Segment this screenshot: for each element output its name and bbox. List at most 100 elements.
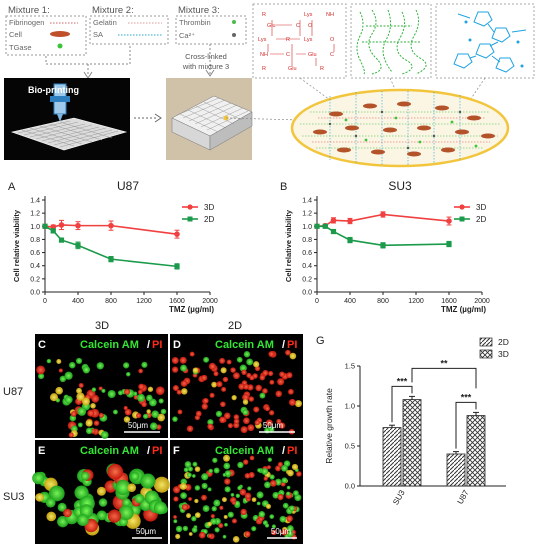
y-tick-label: 0.6 [302,250,312,257]
fluorescent-cell [46,511,57,522]
y-tick-label: 1.4 [302,198,312,205]
fluorescent-cell [244,492,252,500]
significance-bracket [411,367,477,389]
fluorescent-cell [221,497,227,503]
fluorescent-cell [212,457,218,463]
fluorescent-cell [278,422,286,429]
fluorescent-cell [279,371,285,378]
y-tick-label: 0.2 [302,276,312,283]
fluorescent-cell [207,419,214,426]
fluorescent-cell [243,417,250,425]
fluorescent-cell [57,502,67,512]
fluorescent-cell [38,373,45,380]
fluorescent-cell [262,369,269,376]
fluorescent-cell [76,387,82,394]
scale-bar-label: 50μm [271,527,292,536]
fluorescent-cell [76,514,89,526]
fluorescent-cell [192,461,198,467]
fluorescent-cell [219,505,224,510]
panel-letter-f: F [173,445,180,457]
legend-marker [459,204,465,210]
fluorescent-cell [247,486,252,491]
fluorescent-cell [140,473,156,489]
fluorescent-cell [243,383,250,390]
fluorescent-cell [253,406,260,413]
fluorescent-cell [201,473,209,481]
y-tick-label: 1.2 [302,211,312,218]
fluorescent-cell [100,431,109,439]
fluorescent-cell [241,369,247,376]
fluorescent-cell [244,472,251,479]
svg-text:/: / [147,339,150,351]
y-tick-label: 1.0 [345,402,355,411]
y-axis-label: Cell relative viability [284,209,293,282]
fluorescent-cell [158,398,164,404]
fluorescent-cell [287,531,294,538]
fluorescent-cell [146,394,153,402]
svg-text:/: / [282,445,285,457]
significance-label: *** [397,376,408,386]
fluorescent-cell [137,389,143,395]
fluorescent-cell [192,367,199,374]
data-point [75,222,81,229]
fluorescent-cell [286,485,291,490]
legend-label: 2D [498,337,509,347]
fluorescent-cell [224,486,231,493]
fluorescent-cell [223,462,231,470]
data-point [42,223,48,229]
fluorescent-cell [32,471,45,485]
mixture-1-title: Mixture 1: [8,5,50,16]
y-tick-label: 0.0 [302,290,312,297]
fluorescent-cell [138,368,143,374]
y-tick-label: 0.5 [345,442,355,451]
fluorescent-cell [142,413,149,419]
x-axis-label: TMZ (µg/ml) [169,305,214,314]
fluorescent-cell [207,533,213,539]
stain-label-c: Calcein AM / PI [80,339,162,351]
fluorescent-cell [227,423,233,429]
fluorescent-cell [286,515,293,522]
fluorescent-cell [194,466,201,472]
chart-g-svg: G 0.0 0.5 1.0 1.5 Relative growth rate SU3 U87 *… [316,335,509,506]
y-tick-label: 0.8 [30,237,40,244]
fluorescent-cell [249,375,255,381]
fluorescent-cell [220,367,227,374]
svg-text:Glu: Glu [267,23,276,29]
fluorescent-cell [146,409,151,414]
fluorescent-cell [98,386,103,391]
fluorescent-cell [254,419,260,426]
svg-text:PI: PI [287,445,297,457]
cells-e [32,463,170,536]
chart-panel-b: B SU3 0.0 0.2 0.4 0.6 0.8 1.0 1.2 1.4 0 400 800 1200 1… [272,176,540,316]
fluorescent-cell [242,393,250,401]
fluorescent-cell [82,366,91,374]
fluorescent-cell [233,414,240,420]
fluorescent-cell [219,357,226,364]
fluorescent-cell [231,518,237,524]
x-tick-label: 2000 [474,298,490,305]
fluorescent-cell [98,498,108,507]
fluorescent-cell [184,461,192,468]
fluorescent-cell [226,359,232,365]
fluorescent-cell [181,504,189,511]
fluorescent-cell [208,362,216,370]
fluorescent-cell [55,386,63,395]
mixture-3-box [175,15,247,45]
fluorescent-cell [201,403,208,410]
legend-label: 2D [204,215,214,224]
fluorescent-cell [49,393,59,402]
row-label-u87: U87 [3,386,23,398]
x-tick-label: 0 [315,298,319,305]
fluorescent-cell [269,479,277,487]
calcium-legend-icon [232,33,236,37]
x-tick-label: 0 [43,298,47,305]
fluorescent-cell [264,523,270,528]
fluorescent-cell [177,409,183,415]
fluorescent-cell [117,390,123,396]
row-label-su3: SU3 [3,491,24,503]
fluorescent-cell [134,493,145,504]
fluorescent-cell [210,514,215,519]
data-point [330,217,337,224]
svg-text:O: O [330,37,335,43]
x-tick-label: 1600 [441,298,457,305]
